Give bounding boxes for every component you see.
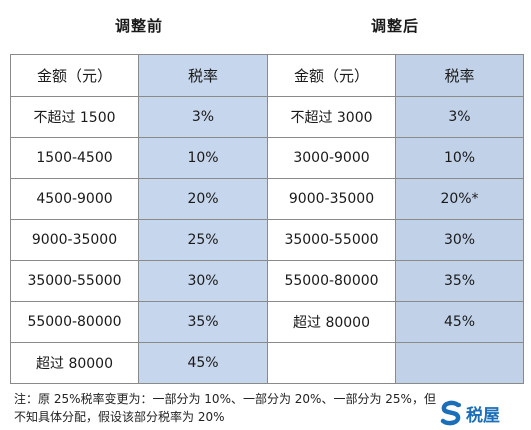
rate-after-cell: 45% (395, 301, 524, 343)
footnote-line: 不知具体分配，假设该部分税率为 20% (14, 410, 225, 424)
amount-before-cell: 35000-55000 (10, 260, 139, 302)
amount-before-cell: 不超过 1500 (10, 96, 139, 138)
rate-after-cell: 20%* (395, 178, 524, 220)
header-amount-after: 金额（元） (267, 54, 396, 97)
rate-before-cell: 3% (138, 96, 268, 138)
table-row: 1500-4500 10% 3000-9000 10% (10, 137, 524, 179)
s-logo-icon (438, 400, 464, 426)
table-row: 超过 80000 45% (10, 342, 524, 384)
amount-after-cell: 超过 80000 (267, 301, 396, 343)
table-row: 35000-55000 30% 55000-80000 35% (10, 260, 524, 302)
amount-after-cell: 55000-80000 (267, 260, 396, 302)
amount-before-cell: 1500-4500 (10, 137, 139, 179)
amount-before-cell: 4500-9000 (10, 178, 139, 220)
header-rate-before: 税率 (138, 54, 268, 97)
rate-after-cell: 10% (395, 137, 524, 179)
rate-after-cell: 30% (395, 219, 524, 261)
amount-after-cell: 35000-55000 (267, 219, 396, 261)
amount-before-cell: 9000-35000 (10, 219, 139, 261)
rate-before-cell: 10% (138, 137, 268, 179)
heading-before: 调整前 (114, 17, 163, 35)
rate-before-cell: 45% (138, 342, 268, 384)
amount-before-cell: 超过 80000 (10, 342, 139, 384)
footnote-line: 注：原 25%税率变更为：一部分为 10%、一部分为 20%、一部分为 25%，… (14, 392, 436, 406)
amount-before-cell: 55000-80000 (10, 301, 139, 343)
header-rate-after: 税率 (395, 54, 524, 97)
table-row: 不超过 1500 3% 不超过 3000 3% (10, 96, 524, 138)
header-row: 金额（元） 税率 金额（元） 税率 (10, 54, 524, 97)
rate-before-cell: 35% (138, 301, 268, 343)
table-row: 9000-35000 25% 35000-55000 30% (10, 219, 524, 261)
rate-after-cell: 35% (395, 260, 524, 302)
rate-after-cell: 3% (395, 96, 524, 138)
heading-after: 调整后 (370, 17, 419, 35)
amount-after-cell: 3000-9000 (267, 137, 396, 179)
rate-before-cell: 20% (138, 178, 268, 220)
rate-after-cell (395, 342, 524, 384)
footnote: 注：原 25%税率变更为：一部分为 10%、一部分为 20%、一部分为 25%，… (14, 390, 514, 426)
rate-before-cell: 25% (138, 219, 268, 261)
amount-after-cell (267, 342, 396, 384)
header-amount-before: 金额（元） (10, 54, 139, 97)
table-headings: 调整前 调整后 (0, 10, 531, 42)
brand-logo: 税屋 (438, 398, 528, 428)
table-row: 4500-9000 20% 9000-35000 20%* (10, 178, 524, 220)
rate-before-cell: 30% (138, 260, 268, 302)
amount-after-cell: 不超过 3000 (267, 96, 396, 138)
tax-rate-table: 金额（元） 税率 金额（元） 税率 不超过 1500 3% 不超过 3000 3… (10, 54, 524, 384)
logo-text: 税屋 (466, 405, 500, 426)
amount-after-cell: 9000-35000 (267, 178, 396, 220)
table-row: 55000-80000 35% 超过 80000 45% (10, 301, 524, 343)
